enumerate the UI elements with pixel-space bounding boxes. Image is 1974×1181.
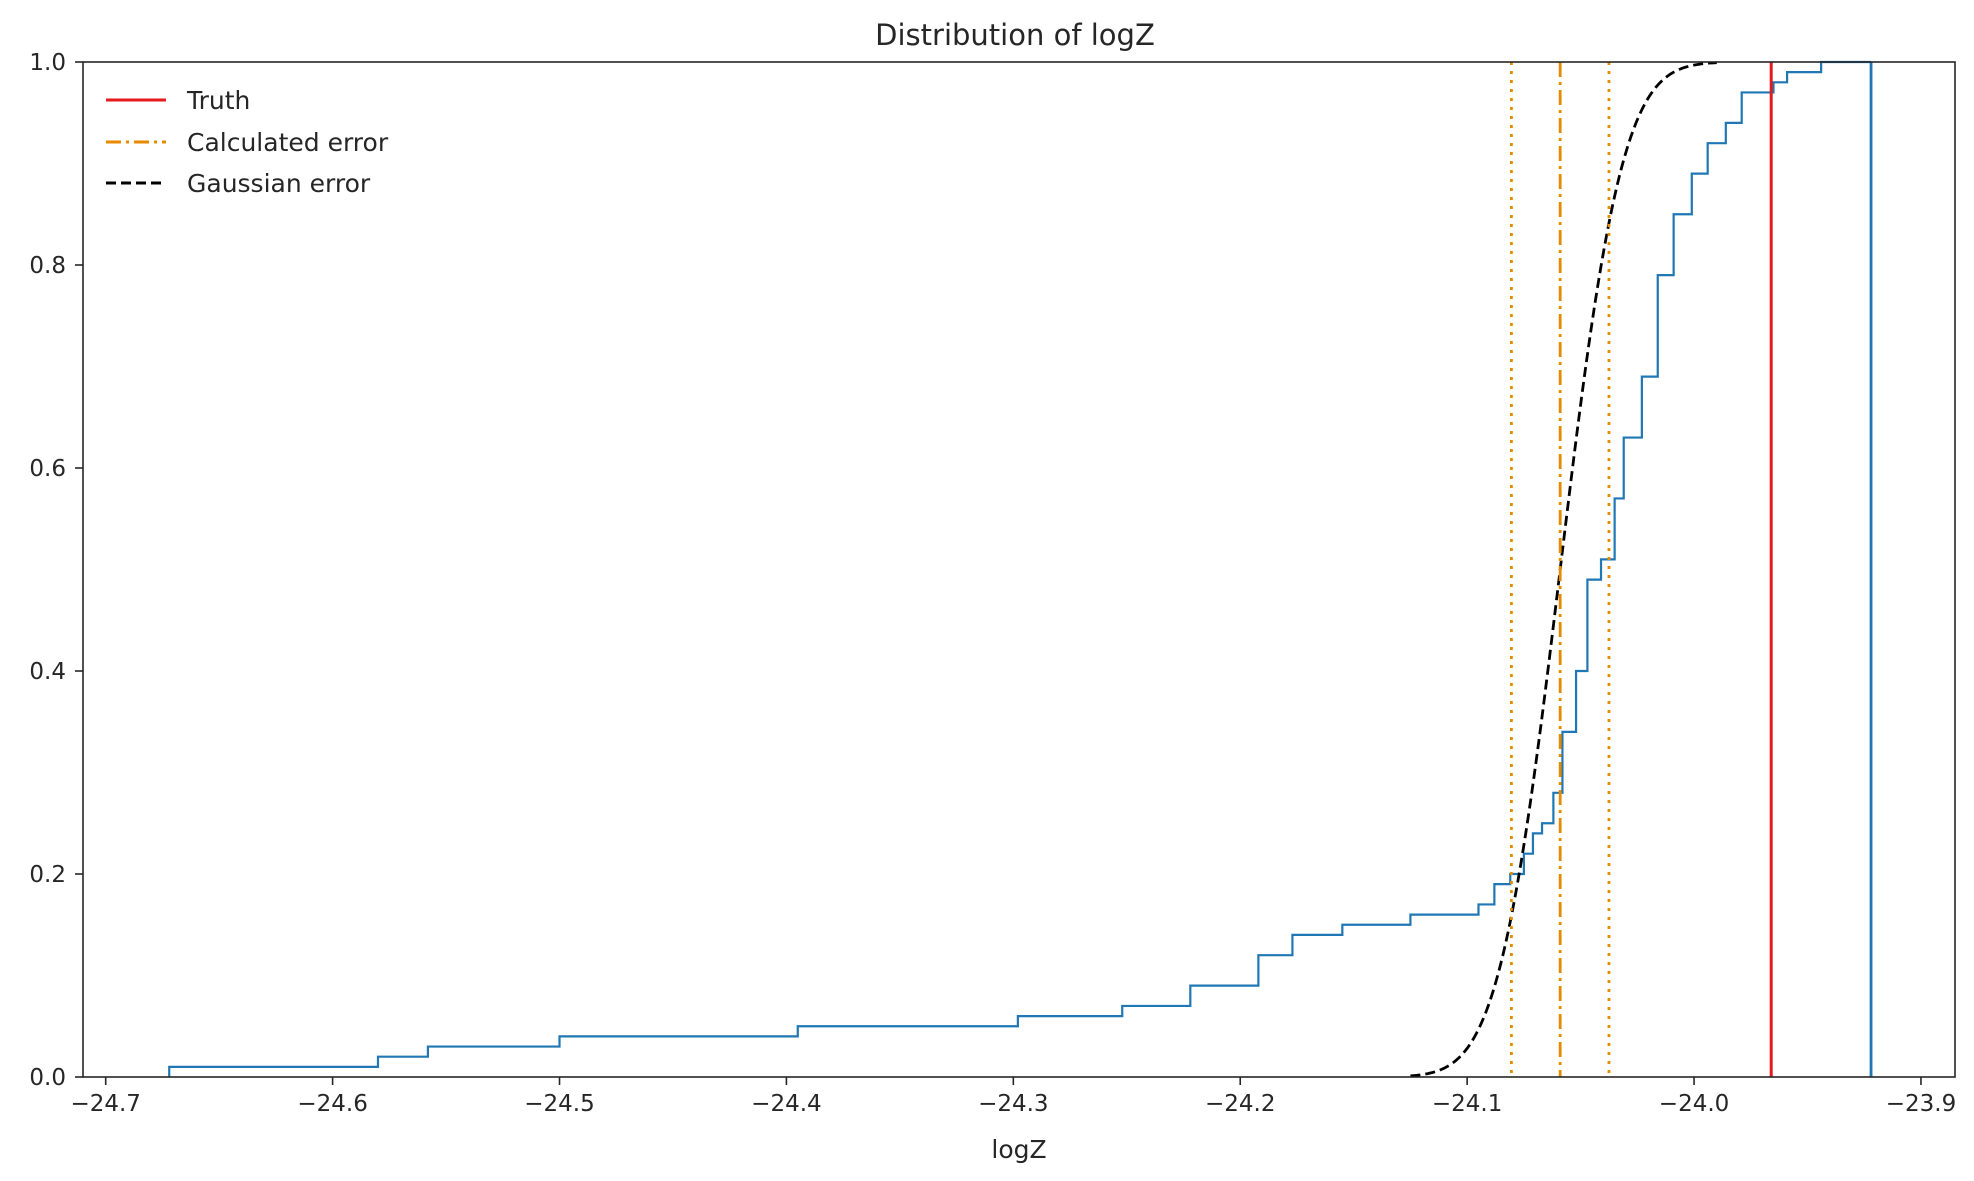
x-tick-label-6: −24.1 <box>1432 1091 1502 1117</box>
x-tick-label-8: −23.9 <box>1886 1091 1956 1117</box>
axes: −24.7 −24.6 −24.5 −24.4 −24.3 −24.2 −24.1 −24.0… <box>29 50 1956 1117</box>
x-tick-label-2: −24.5 <box>524 1091 594 1117</box>
y-tick-label-3: 0.6 <box>29 456 66 482</box>
legend-label-gaussian-error: Gaussian error <box>187 169 371 198</box>
plot-area <box>168 60 1873 1078</box>
y-tick-label-0: 0.0 <box>29 1065 66 1091</box>
x-tick-label-1: −24.6 <box>297 1091 367 1117</box>
chart-title: Distribution of logZ <box>875 18 1155 52</box>
y-tick-label-5: 1.0 <box>29 50 66 76</box>
y-tick-label-2: 0.4 <box>29 659 66 685</box>
legend-label-truth: Truth <box>186 86 250 115</box>
legend-label-calculated-error: Calculated error <box>187 128 389 157</box>
ecdf-step-line <box>168 60 1872 1077</box>
y-tick-label-1: 0.2 <box>29 862 66 888</box>
x-tick-label-5: −24.2 <box>1205 1091 1275 1117</box>
x-tick-label-4: −24.3 <box>978 1091 1048 1117</box>
y-tick-label-4: 0.8 <box>29 253 66 279</box>
plot-frame <box>82 61 1956 1078</box>
x-tick-label-7: −24.0 <box>1659 1091 1729 1117</box>
x-tick-label-0: −24.7 <box>70 1091 140 1117</box>
x-tick-label-3: −24.4 <box>751 1091 821 1117</box>
x-axis-title: logZ <box>991 1135 1046 1164</box>
legend: Truth Calculated error Gaussian error <box>106 86 389 198</box>
